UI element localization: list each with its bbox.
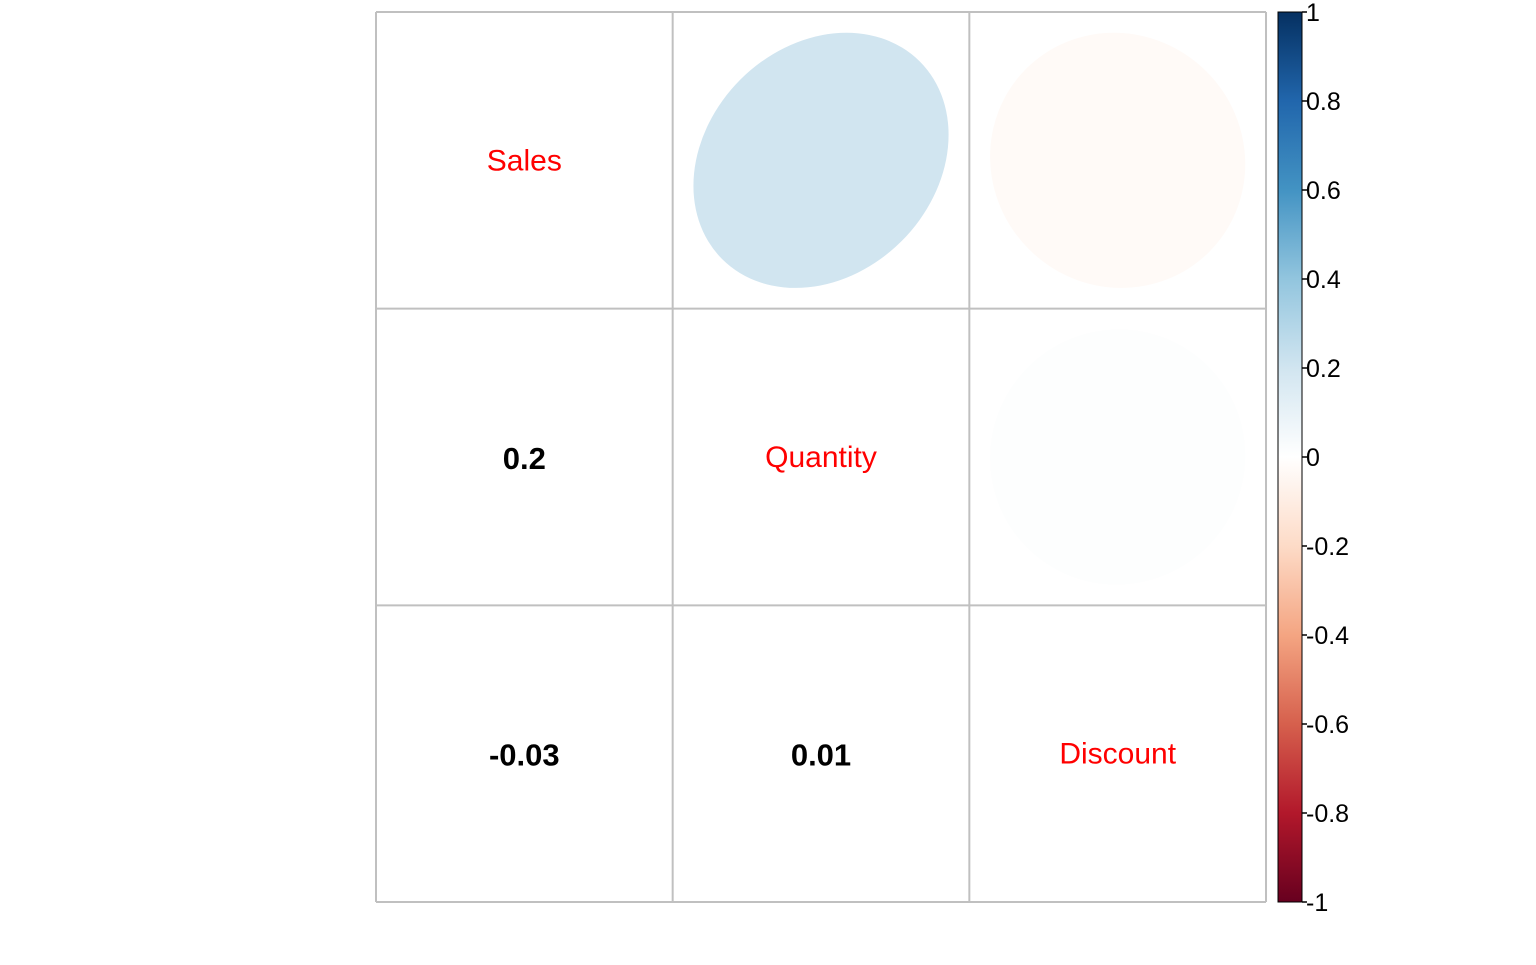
corr-ellipse-sales-quantity bbox=[693, 32, 949, 288]
colorbar-tick-label: 0.2 bbox=[1306, 355, 1341, 383]
colorbar-tick-label: 0 bbox=[1306, 444, 1320, 472]
colorbar-tick-label: 0.4 bbox=[1306, 266, 1341, 294]
variable-label-discount: Discount bbox=[1059, 738, 1176, 771]
colorbar-tick-label: 0.6 bbox=[1306, 177, 1341, 205]
colorbar-tick-label: -1 bbox=[1306, 889, 1328, 917]
variable-label-quantity: Quantity bbox=[765, 441, 877, 474]
colorbar-tick-label: -0.2 bbox=[1306, 533, 1349, 561]
colorbar-tick-label: -0.8 bbox=[1306, 800, 1349, 828]
corr-ellipse-quantity-discount bbox=[990, 329, 1246, 585]
corr-ellipse-sales-discount bbox=[990, 32, 1246, 288]
colorbar-tick-label: -0.4 bbox=[1306, 622, 1349, 650]
corr-value-discount-sales: -0.03 bbox=[489, 738, 560, 773]
colorbar-tick-label: 1 bbox=[1306, 0, 1320, 27]
variable-label-sales: Sales bbox=[487, 144, 562, 177]
colorbar-tick-label: 0.8 bbox=[1306, 88, 1341, 116]
corr-value-quantity-sales: 0.2 bbox=[503, 441, 546, 476]
colorbar bbox=[1277, 11, 1303, 903]
corr-value-discount-quantity: 0.01 bbox=[791, 738, 851, 773]
colorbar-tick-label: -0.6 bbox=[1306, 711, 1349, 739]
